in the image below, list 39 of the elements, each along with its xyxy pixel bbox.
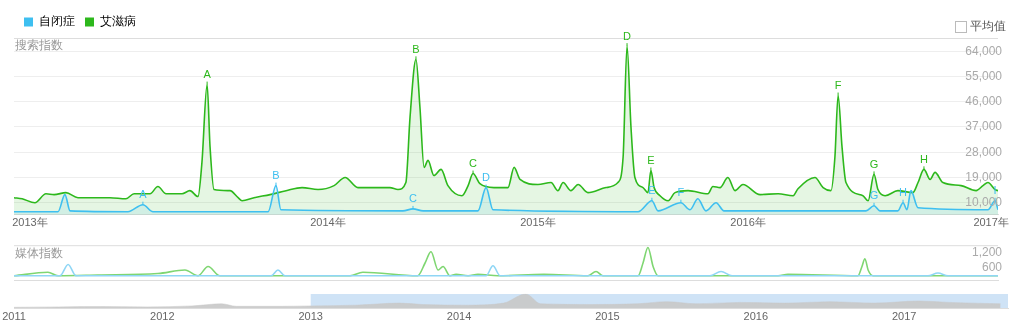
annotation: C xyxy=(469,157,478,170)
x-tick-label: 2011 xyxy=(2,309,26,322)
y-tick-label: 600 xyxy=(981,259,1003,274)
x-tick-label: 2014年 xyxy=(310,216,346,229)
annotation: B xyxy=(272,169,280,182)
y-tick-label: 55,000 xyxy=(965,68,1003,83)
annotation: E xyxy=(647,153,655,166)
x-tick-label: 2017 xyxy=(891,309,917,322)
x-tick-label: 2015 xyxy=(595,309,620,322)
y-tick-label: 19,000 xyxy=(965,169,1003,184)
annotation: E xyxy=(648,184,656,197)
annotation: A xyxy=(203,68,212,81)
x-tick-label: 2014 xyxy=(446,309,472,322)
annotation: G xyxy=(869,189,879,202)
x-tick-label: 2015年 xyxy=(520,216,556,229)
x-tick-label: 2012 xyxy=(150,309,175,322)
y-tick-label: 64,000 xyxy=(965,43,1003,58)
annotation: B xyxy=(412,42,420,55)
legend-label: 自闭症 xyxy=(39,14,75,29)
x-tick-label: 2017年 xyxy=(973,216,1009,229)
annotation: C xyxy=(409,192,418,205)
text: 平均值 xyxy=(970,18,1006,35)
annotation: I xyxy=(993,184,997,197)
y-axis-title: 搜索指数 xyxy=(15,38,63,53)
x-tick-label: 2016 xyxy=(743,309,769,322)
x-tick-label: 2013年 xyxy=(12,216,48,229)
legend-label: 艾滋病 xyxy=(100,14,136,29)
y-axis-title: 媒体指数 xyxy=(15,245,63,260)
y-tick-label: 28,000 xyxy=(965,144,1003,159)
x-tick-label: 2013 xyxy=(298,309,323,322)
y-tick-label: 37,000 xyxy=(965,119,1003,134)
y-tick-label: 1,200 xyxy=(971,244,1003,259)
annotation: G xyxy=(869,157,879,170)
annotation: D xyxy=(482,171,491,184)
annotation: F xyxy=(834,79,842,92)
y-tick-label: 46,000 xyxy=(965,94,1003,109)
annotation: H xyxy=(919,152,928,165)
x-tick-label: 2016年 xyxy=(730,216,766,229)
annotation: D xyxy=(623,29,632,42)
